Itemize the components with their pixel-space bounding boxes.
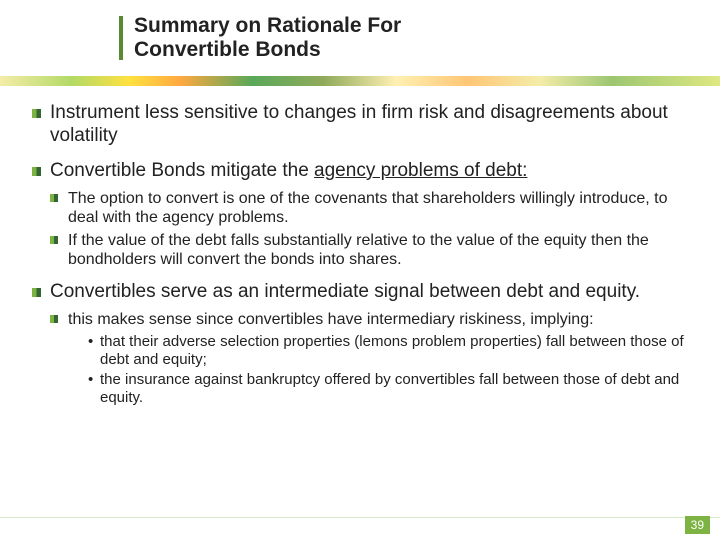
slide-header: Summary on Rationale For Convertible Bon… xyxy=(0,0,720,72)
bullet-2: Convertible Bonds mitigate the agency pr… xyxy=(32,160,688,183)
title-accent-bar xyxy=(119,16,123,60)
decorative-band xyxy=(0,76,720,86)
bullet-2-sub-1-text: The option to convert is one of the cove… xyxy=(68,190,667,226)
bullet-3-sub-1b-text: the insurance against bankruptcy offered… xyxy=(100,371,679,406)
bullet-3-subs: this makes sense since convertibles have… xyxy=(32,310,688,407)
bullet-3-sub-1: this makes sense since convertibles have… xyxy=(50,310,688,329)
bullet-3-sub-1a: that their adverse selection properties … xyxy=(88,333,688,369)
bullet-2-sub-2-text: If the value of the debt falls substanti… xyxy=(68,232,649,268)
slide-title: Summary on Rationale For Convertible Bon… xyxy=(120,14,720,62)
bullet-3-sub-1-text: this makes sense since convertibles have… xyxy=(68,311,594,328)
title-line-2: Convertible Bonds xyxy=(134,38,321,61)
bullet-3: Convertibles serve as an intermediate si… xyxy=(32,281,688,304)
page-number: 39 xyxy=(691,518,704,532)
main-bullet-list: Instrument less sensitive to changes in … xyxy=(32,102,688,407)
bullet-3-text: Convertibles serve as an intermediate si… xyxy=(50,281,640,302)
bullet-2-text-pre: Convertible Bonds mitigate the xyxy=(50,160,314,181)
bullet-3-sub-1b: the insurance against bankruptcy offered… xyxy=(88,371,688,407)
bullet-2-subs: The option to convert is one of the cove… xyxy=(32,189,688,270)
bullet-2-sub-2: If the value of the debt falls substanti… xyxy=(50,231,688,269)
bullet-1-text: Instrument less sensitive to changes in … xyxy=(50,102,668,146)
bullet-2-text-underline: agency problems of debt: xyxy=(314,160,527,181)
bullet-1: Instrument less sensitive to changes in … xyxy=(32,102,688,148)
footer-line xyxy=(0,517,720,518)
bullet-3-sub-1a-text: that their adverse selection properties … xyxy=(100,333,684,368)
page-number-badge: 39 xyxy=(685,516,710,534)
slide-body: Instrument less sensitive to changes in … xyxy=(0,86,720,407)
bullet-2-sub-1: The option to convert is one of the cove… xyxy=(50,189,688,227)
title-line-1: Summary on Rationale For xyxy=(134,14,401,37)
